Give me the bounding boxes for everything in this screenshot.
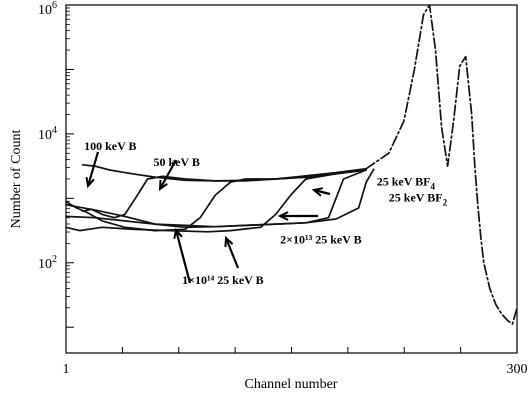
series-layer	[65, 4, 518, 325]
x-axis-title: Channel number	[245, 377, 338, 392]
series-line-4	[65, 168, 368, 233]
series-line-1	[81, 163, 368, 182]
annotation-arrow	[159, 159, 177, 190]
annotation-label-6: 1×10¹⁴ 25 keV B	[182, 273, 263, 287]
plot-frame	[65, 4, 518, 354]
annotation-arrow	[86, 151, 100, 187]
annotation-arrow	[174, 229, 192, 284]
series-line-3	[65, 169, 368, 232]
annotation-arrowhead	[173, 227, 183, 239]
annotation-arrow	[224, 237, 240, 269]
y-tick-label: 102	[38, 254, 57, 272]
series-line-6	[65, 168, 375, 229]
series-line-7	[365, 4, 518, 325]
y-tick-label: 106	[38, 0, 57, 18]
series-line-5	[65, 169, 368, 228]
series-line-2	[81, 169, 368, 219]
annotation-arrowhead	[85, 176, 95, 189]
annotation-label-1: 100 keV B	[84, 139, 136, 153]
annotation-arrowhead	[311, 187, 324, 197]
x-tick-label: 300	[507, 362, 528, 377]
annotation-arrowhead	[277, 211, 289, 221]
annotation-arrowhead	[158, 179, 168, 192]
annotation-label-4: 25 keV BF2	[389, 191, 448, 208]
annotation-label-2: 50 keV B	[153, 155, 199, 169]
y-tick-label: 104	[38, 125, 57, 143]
annotation-label-3: 25 keV BF4	[377, 174, 436, 191]
annotation-label-5: 2×10¹³ 25 keV B	[280, 232, 362, 246]
annotation-arrowhead	[224, 235, 234, 248]
ticks-layer: 1 300 106 104 102	[38, 0, 528, 377]
annotation-arrow	[313, 188, 331, 196]
x-tick-label: 1	[63, 362, 70, 377]
y-axis-title: Number of Count	[9, 130, 24, 229]
